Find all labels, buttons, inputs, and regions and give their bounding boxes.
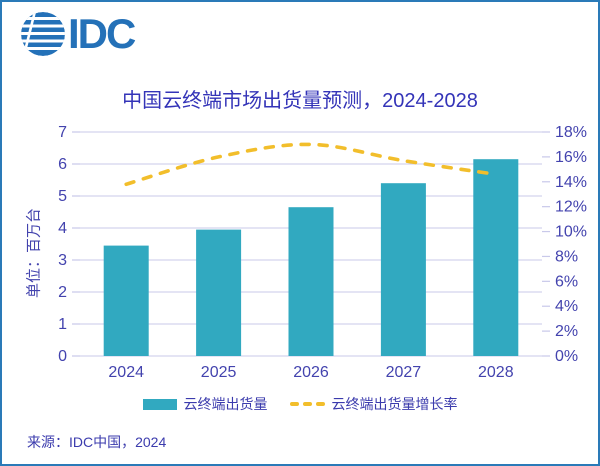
right-axis-tick-label: 16%	[555, 149, 587, 166]
idc-logo-text: IDC	[68, 10, 136, 57]
bar-2025	[196, 229, 242, 356]
x-axis-label-2025: 2025	[201, 364, 237, 381]
left-axis-tick-label: 2	[58, 284, 67, 301]
x-axis-label-2024: 2024	[108, 364, 144, 381]
legend-item-shipments: 云终端出货量	[142, 394, 268, 414]
legend-item-growth: 云终端出货量增长率	[289, 394, 458, 414]
idc-logo: IDC	[20, 10, 136, 57]
legend-line-label: 云终端出货量增长率	[331, 396, 458, 412]
left-axis-tick-label: 1	[58, 316, 67, 333]
left-axis-tick-label: 0	[58, 348, 67, 365]
left-axis-tick-label: 3	[58, 252, 67, 269]
x-axis-label-2028: 2028	[478, 364, 514, 381]
idc-globe-icon	[21, 12, 65, 56]
bar-2026	[288, 207, 334, 356]
bar-2028	[473, 159, 519, 356]
legend-bar-swatch	[142, 398, 177, 410]
right-axis-tick-label: 6%	[555, 273, 578, 290]
right-axis-tick-label: 10%	[555, 224, 587, 241]
growth-rate-line	[124, 142, 498, 187]
right-axis-tick-label: 18%	[555, 124, 587, 141]
bar-2024	[103, 245, 149, 356]
right-axis-tick-label: 14%	[555, 174, 587, 191]
left-axis-tick-label: 4	[58, 220, 67, 237]
right-axis-tick-label: 0%	[555, 348, 578, 365]
left-axis-tick-label: 5	[58, 188, 67, 205]
x-axis-label-2026: 2026	[293, 364, 329, 381]
legend-bar-label: 云终端出货量	[183, 396, 268, 412]
right-axis-tick-label: 4%	[555, 298, 578, 315]
chart-title: 中国云终端市场出货量预测，2024-2028	[122, 90, 478, 112]
chart-legend: 云终端出货量 云终端出货量增长率	[2, 394, 598, 414]
right-axis-tick-label: 2%	[555, 323, 578, 340]
legend-dash-swatch	[289, 401, 325, 407]
source-note: 来源：IDC中国，2024	[27, 434, 167, 450]
right-axis-tick-label: 12%	[555, 199, 587, 216]
x-axis-label-2027: 2027	[386, 364, 422, 381]
right-axis-tick-label: 8%	[555, 248, 578, 265]
left-axis-tick-label: 6	[58, 156, 67, 173]
left-axis-tick-label: 7	[58, 124, 67, 141]
bar-2027	[380, 183, 426, 356]
